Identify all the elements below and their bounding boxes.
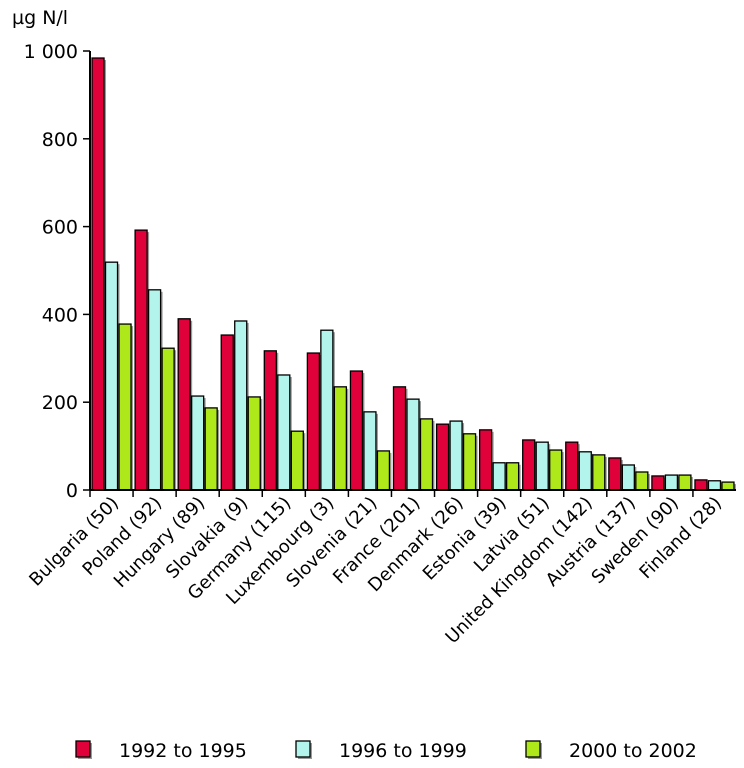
bar: [234, 320, 248, 491]
bar: [505, 462, 520, 491]
bar: [492, 462, 506, 491]
legend-swatch: [525, 740, 541, 758]
bar: [608, 457, 622, 491]
bar: [220, 334, 234, 491]
y-axis: 0 200 400 600 800 1 000: [24, 41, 91, 502]
bar: [694, 479, 708, 491]
y-tick-label: 400: [42, 304, 78, 326]
y-tick-label: 800: [42, 129, 78, 151]
bar: [104, 261, 119, 491]
y-tick-label: 600: [42, 217, 78, 239]
bar: [306, 352, 321, 491]
y-tick-label: 200: [42, 392, 78, 414]
bar: [535, 441, 549, 491]
bar: [247, 396, 261, 491]
bar: [320, 329, 334, 491]
bar: [721, 481, 735, 491]
bar: [435, 423, 450, 491]
bars: [91, 57, 736, 491]
bar: [549, 449, 563, 491]
bar: [147, 289, 162, 491]
bar: [161, 347, 175, 491]
bar: [707, 480, 722, 491]
legend-label: 1996 to 1999: [339, 740, 467, 762]
bar: [565, 441, 579, 491]
bar: [478, 429, 493, 491]
bar: [449, 420, 463, 491]
bar: [118, 323, 132, 491]
bar: [621, 464, 635, 491]
legend: 1992 to 1995 1996 to 1999 2000 to 2002: [75, 740, 697, 762]
bar: [91, 57, 105, 491]
bar: [277, 374, 291, 491]
bar: [635, 471, 649, 491]
bar: [392, 386, 407, 491]
x-axis: Bulgaria (50)Poland (92)Hungary (89)Slov…: [25, 489, 736, 648]
bar: [406, 398, 420, 491]
bar: [678, 474, 692, 491]
bar: [363, 411, 377, 491]
bar: [134, 229, 148, 491]
legend-swatch: [295, 740, 311, 758]
legend-label: 1992 to 1995: [119, 740, 247, 762]
bar: [651, 475, 665, 491]
bar: [333, 386, 348, 491]
bar: [664, 474, 679, 491]
bar: [376, 450, 391, 491]
bar: [263, 350, 277, 491]
bar: [191, 395, 205, 491]
bar: [204, 407, 218, 491]
bar: [290, 430, 304, 491]
bar: [522, 439, 536, 491]
legend-swatch: [75, 740, 91, 758]
y-axis-label: µg N/l: [12, 7, 68, 29]
bar: [462, 433, 477, 491]
bar: [578, 451, 592, 491]
bar: [349, 370, 364, 491]
bar: [419, 418, 434, 491]
y-tick-label: 1 000: [24, 41, 78, 63]
bar: [592, 454, 606, 491]
legend-label: 2000 to 2002: [569, 740, 697, 762]
y-tick-label: 0: [66, 480, 78, 502]
bar: [177, 318, 191, 491]
